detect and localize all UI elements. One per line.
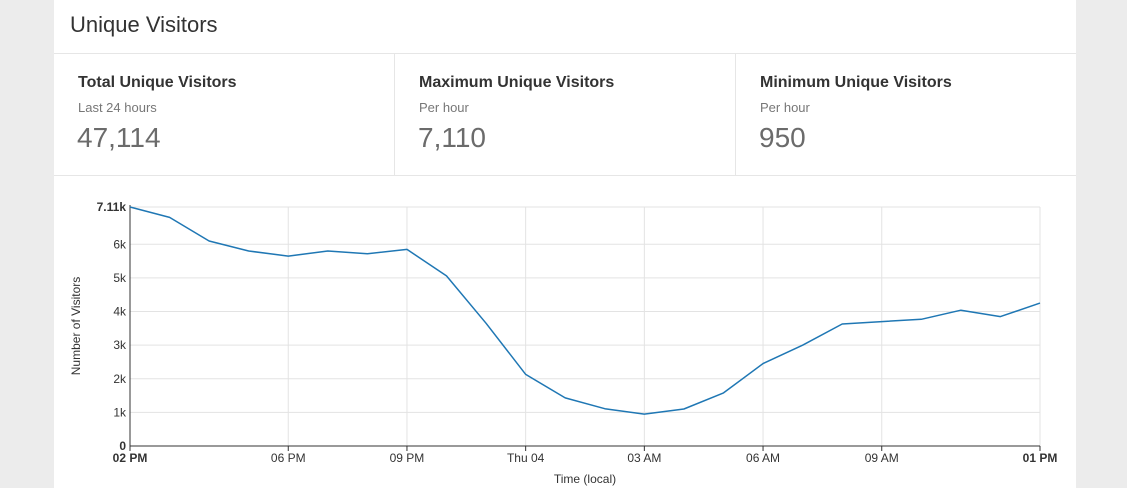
y-tick-label: 4k (113, 305, 127, 319)
stat-subtitle: Per hour (419, 100, 469, 115)
y-tick-label: 2k (113, 372, 127, 386)
y-tick-label: 7.11k (97, 200, 127, 214)
stat-value: 47,114 (77, 122, 161, 153)
stat-title: Minimum Unique Visitors (760, 74, 952, 91)
y-axis-label: Number of Visitors (69, 277, 83, 375)
chart-axes: 0 1k 2k 3k 4k 5k 6k 7.11k 02 PM 06 PM 09 PM Thu 04 0… (97, 200, 1058, 465)
x-tick-label: 06 AM (746, 451, 780, 465)
panel-title: Unique Visitors (70, 12, 218, 37)
x-tick-label: 03 AM (627, 451, 661, 465)
stat-minimum-unique-visitors: Minimum Unique Visitors Per hour 950 (736, 54, 1076, 175)
y-tick-label: 3k (113, 338, 127, 352)
stat-subtitle: Per hour (760, 100, 810, 115)
panel-header: Unique Visitors (54, 0, 1076, 54)
stat-subtitle: Last 24 hours (78, 100, 157, 115)
stat-title: Total Unique Visitors (78, 74, 237, 91)
chart-grid (129, 206, 1041, 447)
y-tick-label: 0 (119, 439, 126, 453)
stat-maximum-unique-visitors: Maximum Unique Visitors Per hour 7,110 (395, 54, 736, 175)
chart-series (129, 206, 1041, 415)
stat-value: 950 (759, 122, 806, 153)
x-tick-label: 09 PM (390, 451, 425, 465)
y-tick-label: 1k (113, 405, 127, 419)
stat-total-unique-visitors: Total Unique Visitors Last 24 hours 47,1… (54, 54, 395, 175)
y-tick-label: 6k (113, 237, 127, 251)
stat-value: 7,110 (418, 122, 486, 153)
series-line (129, 206, 1041, 415)
unique-visitors-panel: Unique Visitors Total Unique Visitors La… (54, 0, 1076, 488)
x-tick-label: 06 PM (271, 451, 306, 465)
y-tick-label: 5k (113, 271, 127, 285)
visitors-chart: 0 1k 2k 3k 4k 5k 6k 7.11k 02 PM 06 PM 09 PM Thu 04 0… (54, 176, 1076, 488)
stats-row: Total Unique Visitors Last 24 hours 47,1… (54, 54, 1076, 176)
visitors-line-chart: 0 1k 2k 3k 4k 5k 6k 7.11k 02 PM 06 PM 09 PM Thu 04 0… (69, 200, 1058, 486)
x-tick-label: 09 AM (865, 451, 899, 465)
x-axis-label: Time (local) (554, 472, 616, 486)
x-tick-label: Thu 04 (507, 451, 545, 465)
x-tick-label: 02 PM (113, 451, 148, 465)
stat-title: Maximum Unique Visitors (419, 74, 615, 91)
x-tick-label: 01 PM (1023, 451, 1058, 465)
